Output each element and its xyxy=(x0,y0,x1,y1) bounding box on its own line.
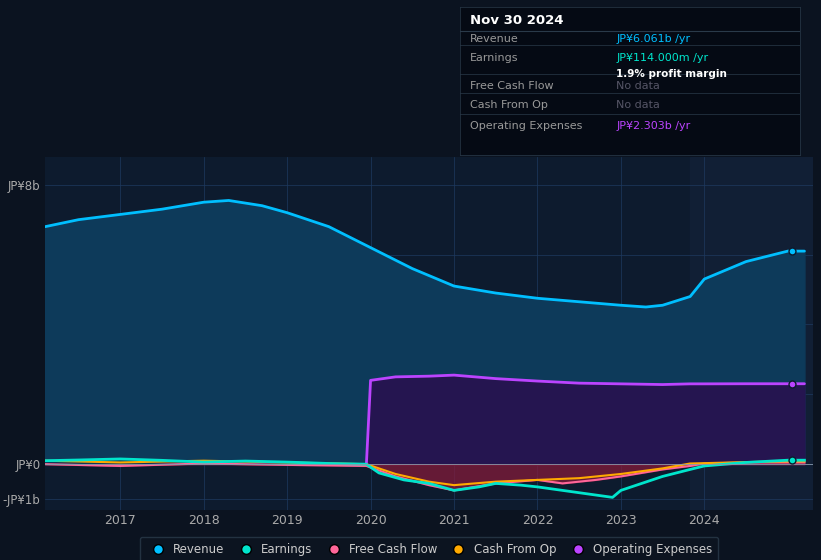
Text: JP¥6.061b /yr: JP¥6.061b /yr xyxy=(617,34,690,44)
Text: Earnings: Earnings xyxy=(470,53,519,63)
Bar xyxy=(690,157,813,510)
Text: JP¥114.000m /yr: JP¥114.000m /yr xyxy=(617,53,709,63)
Text: Operating Expenses: Operating Expenses xyxy=(470,121,583,131)
Text: JP¥2.303b /yr: JP¥2.303b /yr xyxy=(617,121,690,131)
Text: Revenue: Revenue xyxy=(470,34,519,44)
Text: 1.9% profit margin: 1.9% profit margin xyxy=(617,69,727,79)
Legend: Revenue, Earnings, Free Cash Flow, Cash From Op, Operating Expenses: Revenue, Earnings, Free Cash Flow, Cash … xyxy=(140,537,718,560)
Text: Cash From Op: Cash From Op xyxy=(470,100,548,110)
Text: Free Cash Flow: Free Cash Flow xyxy=(470,81,554,91)
Text: No data: No data xyxy=(617,81,660,91)
Text: No data: No data xyxy=(617,100,660,110)
Text: Nov 30 2024: Nov 30 2024 xyxy=(470,15,564,27)
